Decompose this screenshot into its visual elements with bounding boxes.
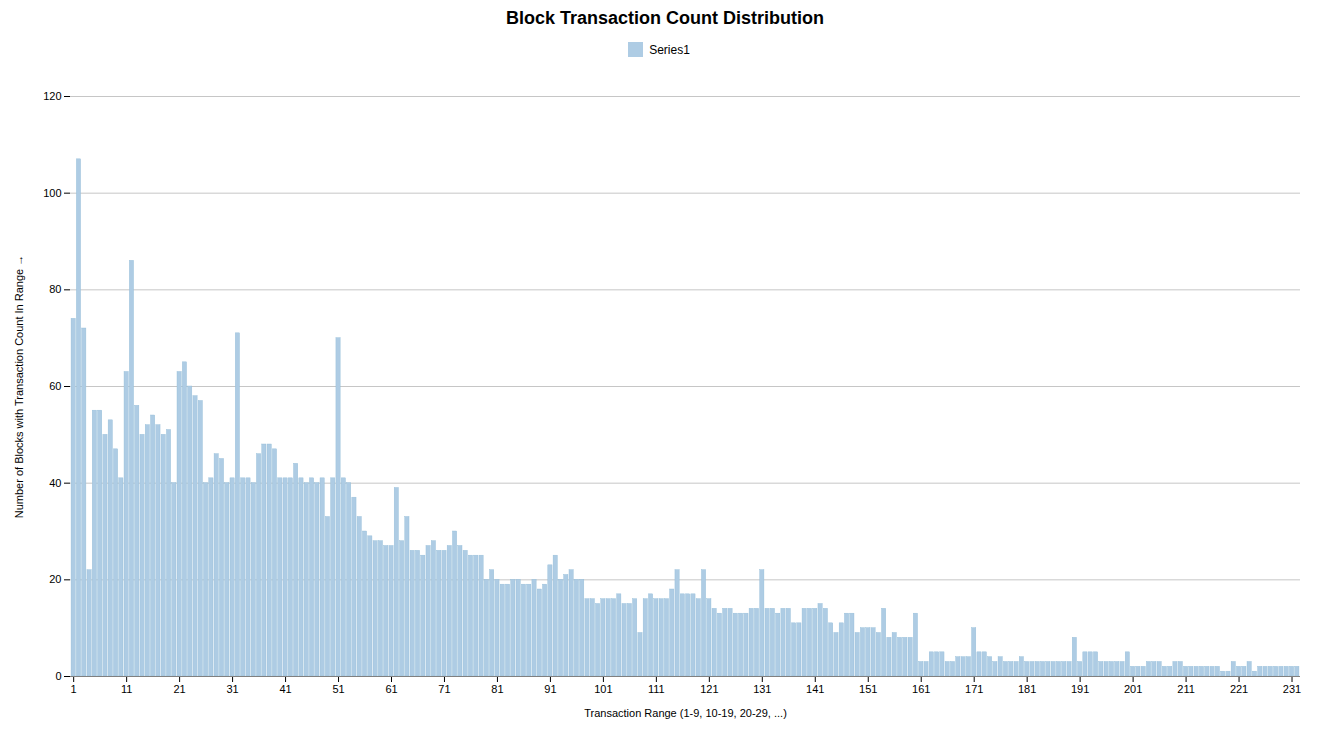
svg-text:141: 141	[806, 683, 824, 695]
svg-text:191: 191	[1071, 683, 1089, 695]
svg-text:51: 51	[332, 683, 344, 695]
svg-text:41: 41	[279, 683, 291, 695]
svg-text:181: 181	[1018, 683, 1036, 695]
svg-text:100: 100	[43, 187, 61, 199]
svg-text:231: 231	[1283, 683, 1301, 695]
svg-text:81: 81	[491, 683, 503, 695]
svg-text:161: 161	[912, 683, 930, 695]
svg-text:171: 171	[965, 683, 983, 695]
svg-text:Number of Blocks with Transact: Number of Blocks with Transaction Count …	[13, 255, 25, 519]
html-text:Block Transaction Count Distri: Block Transaction Count Distribution	[506, 8, 824, 28]
svg-text:91: 91	[544, 683, 556, 695]
svg-text:20: 20	[49, 573, 61, 585]
svg-text:71: 71	[438, 683, 450, 695]
html-text:Series1: Series1	[649, 42, 690, 57]
svg-text:211: 211	[1177, 683, 1195, 695]
svg-text:120: 120	[43, 90, 61, 102]
svg-text:1: 1	[71, 683, 77, 695]
svg-text:61: 61	[385, 683, 397, 695]
svg-text:60: 60	[49, 380, 61, 392]
svg-text:31: 31	[226, 683, 238, 695]
svg-text:Transaction Range (1-9, 10-19,: Transaction Range (1-9, 10-19, 20-29, ..…	[584, 707, 787, 719]
svg-text:131: 131	[753, 683, 771, 695]
svg-text:201: 201	[1124, 683, 1142, 695]
svg-text:0: 0	[55, 670, 61, 682]
svg-text:40: 40	[49, 477, 61, 489]
svg-text:111: 111	[648, 683, 665, 695]
svg-text:101: 101	[594, 683, 612, 695]
svg-text:151: 151	[859, 683, 877, 695]
svg-text:121: 121	[700, 683, 718, 695]
svg-text:221: 221	[1230, 683, 1248, 695]
svg-text:80: 80	[49, 283, 61, 295]
svg-text:21: 21	[173, 683, 185, 695]
svg-text:11: 11	[121, 683, 132, 695]
